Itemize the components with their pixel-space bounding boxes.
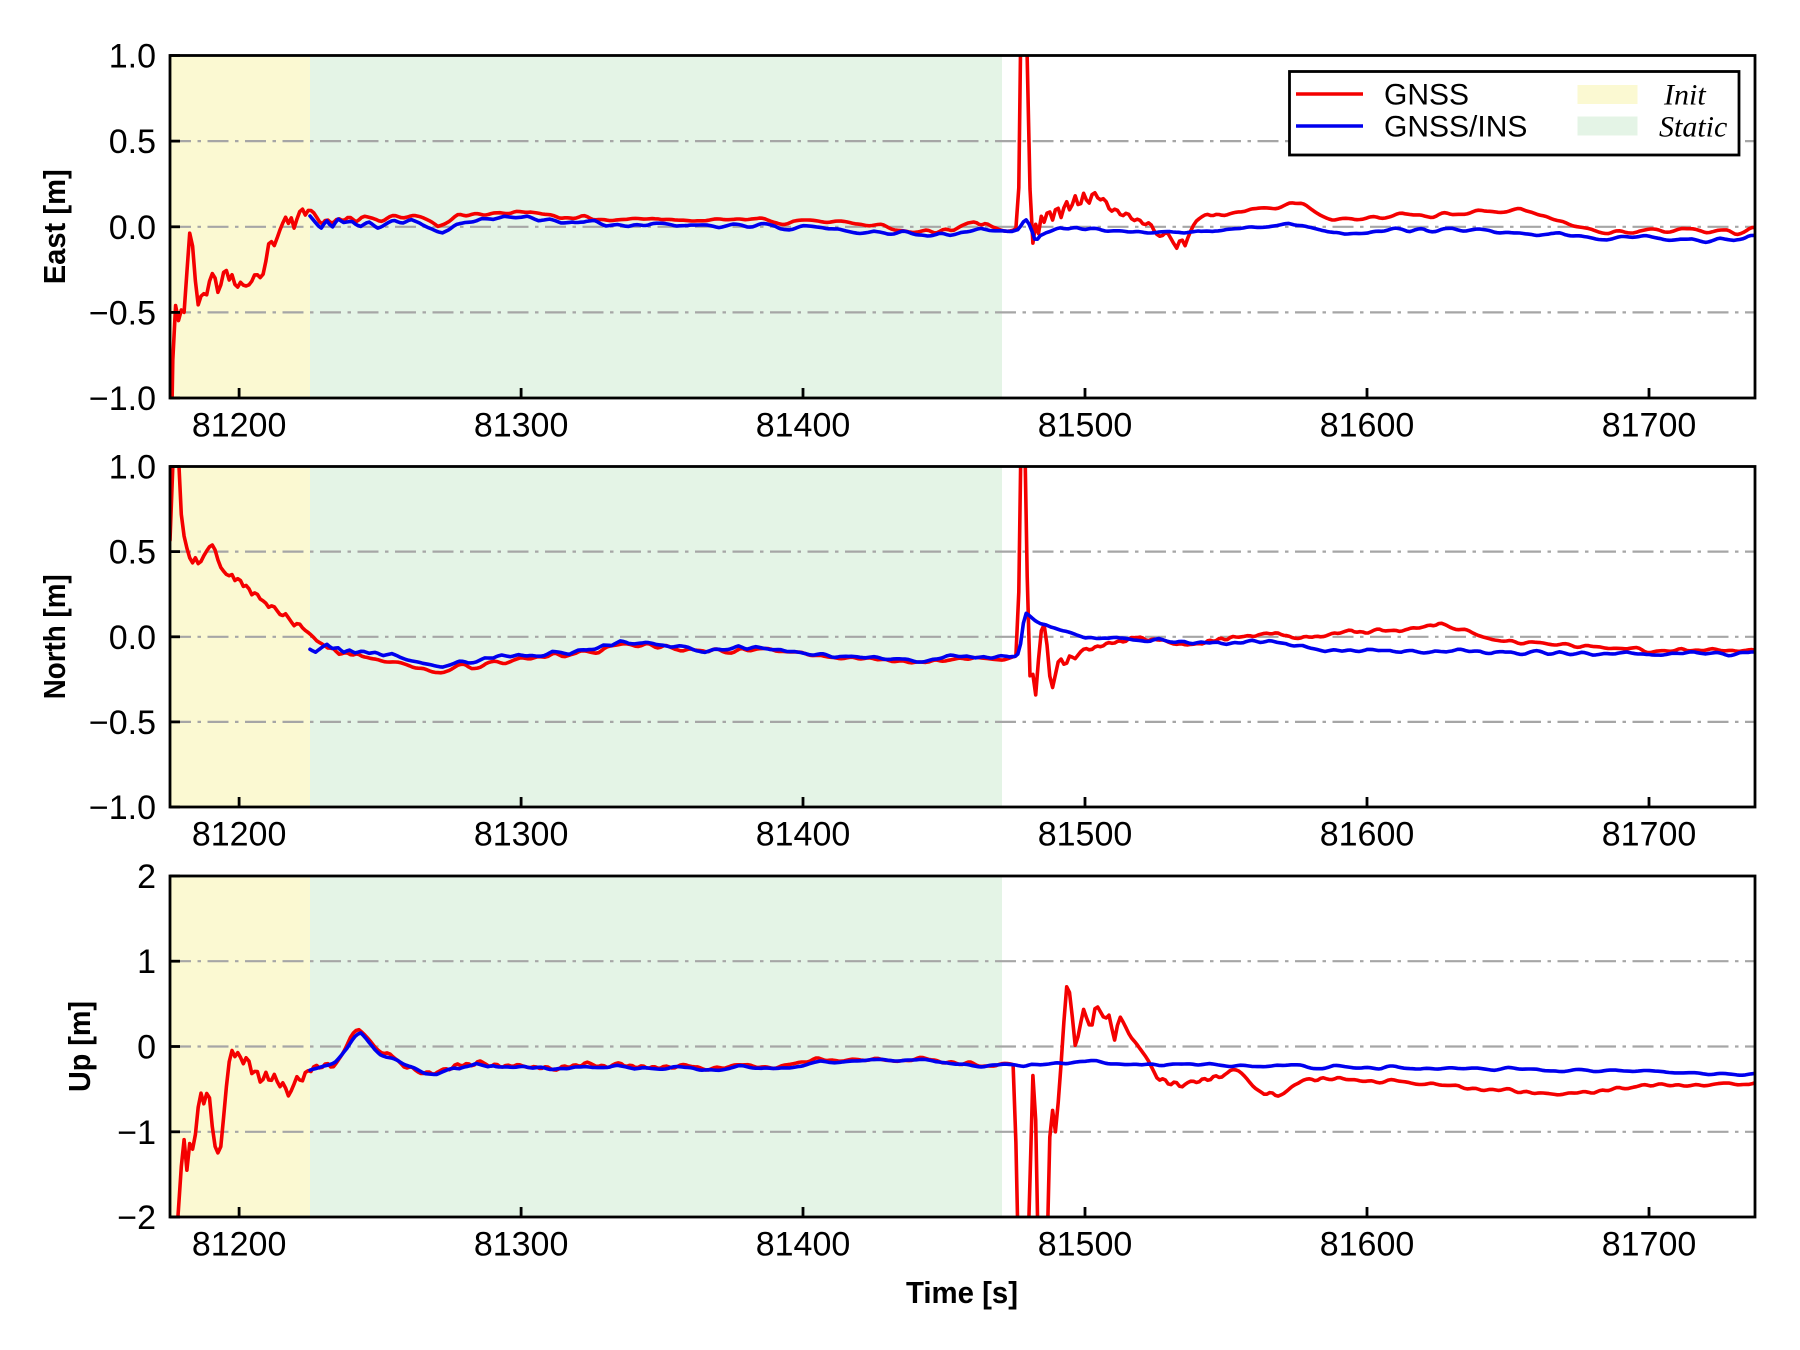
svg-text:−2: −2	[117, 1199, 156, 1237]
svg-text:Static: Static	[1659, 111, 1727, 144]
svg-text:1.0: 1.0	[109, 449, 156, 487]
svg-text:81200: 81200	[192, 407, 287, 445]
svg-text:81300: 81300	[474, 1226, 569, 1264]
svg-text:0.0: 0.0	[109, 619, 156, 657]
svg-text:81400: 81400	[756, 1226, 851, 1264]
svg-text:81700: 81700	[1602, 407, 1697, 445]
svg-text:0: 0	[137, 1029, 156, 1067]
svg-text:81400: 81400	[756, 407, 851, 445]
svg-text:81500: 81500	[1038, 407, 1133, 445]
svg-text:1: 1	[137, 943, 156, 981]
svg-text:−1.0: −1.0	[89, 380, 156, 418]
svg-text:81600: 81600	[1320, 407, 1415, 445]
svg-text:North [m]: North [m]	[37, 574, 72, 699]
svg-text:81200: 81200	[192, 1226, 287, 1264]
svg-text:81300: 81300	[474, 816, 569, 854]
svg-text:81700: 81700	[1602, 1226, 1697, 1264]
svg-text:East [m]: East [m]	[37, 169, 72, 284]
svg-text:81500: 81500	[1038, 1226, 1133, 1264]
svg-text:1.0: 1.0	[109, 38, 156, 76]
svg-text:GNSS: GNSS	[1384, 79, 1469, 112]
svg-text:−0.5: −0.5	[89, 294, 156, 332]
svg-text:0.5: 0.5	[109, 123, 156, 161]
svg-text:−1: −1	[117, 1114, 156, 1152]
svg-text:0.5: 0.5	[109, 534, 156, 572]
svg-text:Init: Init	[1663, 79, 1706, 112]
svg-text:81700: 81700	[1602, 816, 1697, 854]
svg-text:2: 2	[137, 858, 156, 896]
svg-text:0.0: 0.0	[109, 209, 156, 247]
svg-text:Up [m]: Up [m]	[62, 1001, 97, 1092]
svg-text:81200: 81200	[192, 816, 287, 854]
svg-text:Time [s]: Time [s]	[906, 1275, 1018, 1310]
svg-text:81500: 81500	[1038, 816, 1133, 854]
svg-text:−1.0: −1.0	[89, 789, 156, 827]
svg-text:GNSS/INS: GNSS/INS	[1384, 111, 1527, 144]
svg-text:−0.5: −0.5	[89, 704, 156, 742]
svg-text:81400: 81400	[756, 816, 851, 854]
svg-text:81600: 81600	[1320, 1226, 1415, 1264]
svg-text:81600: 81600	[1320, 816, 1415, 854]
svg-text:81300: 81300	[474, 407, 569, 445]
